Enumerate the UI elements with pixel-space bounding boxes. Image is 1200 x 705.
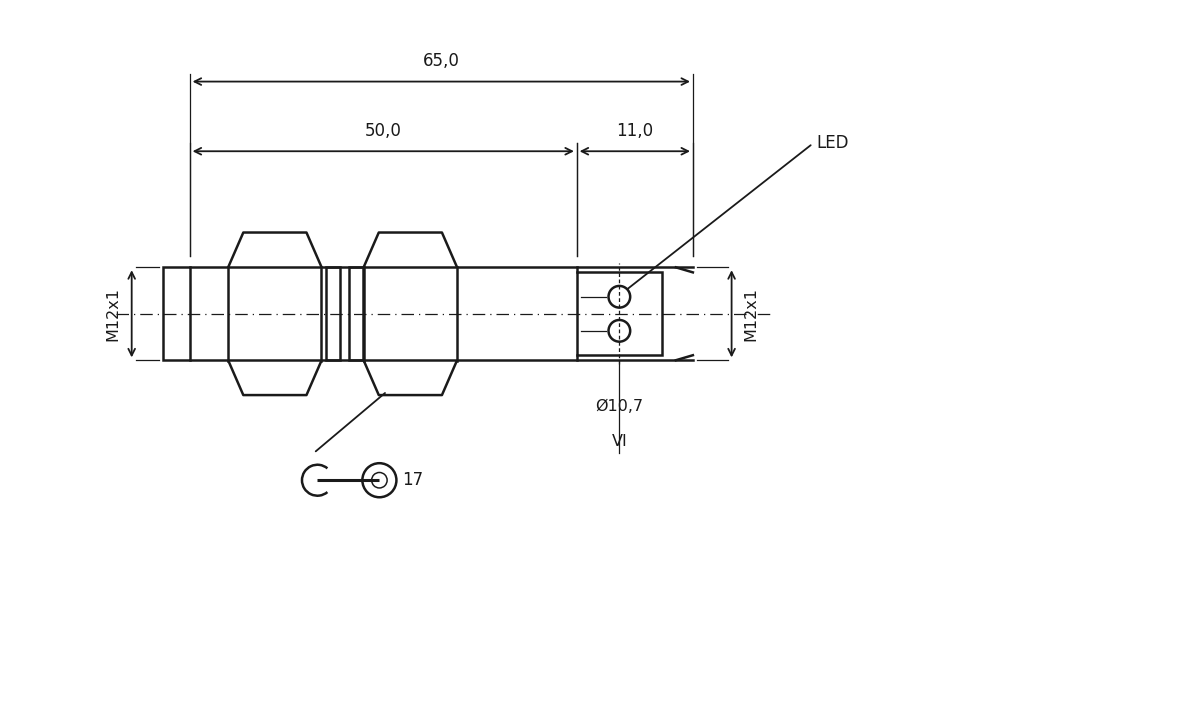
Text: 11,0: 11,0 xyxy=(617,122,653,140)
Text: M12x1: M12x1 xyxy=(106,287,120,341)
Text: 17: 17 xyxy=(403,471,424,489)
Bar xyxy=(163,267,190,360)
Text: M12x1: M12x1 xyxy=(743,287,758,341)
Bar xyxy=(577,272,662,355)
Text: 65,0: 65,0 xyxy=(422,52,460,70)
Text: 50,0: 50,0 xyxy=(365,122,402,140)
Text: VI: VI xyxy=(612,434,628,449)
Bar xyxy=(349,267,364,360)
Text: LED: LED xyxy=(817,135,850,152)
Bar xyxy=(326,267,340,360)
Text: Ø10,7: Ø10,7 xyxy=(595,399,643,414)
